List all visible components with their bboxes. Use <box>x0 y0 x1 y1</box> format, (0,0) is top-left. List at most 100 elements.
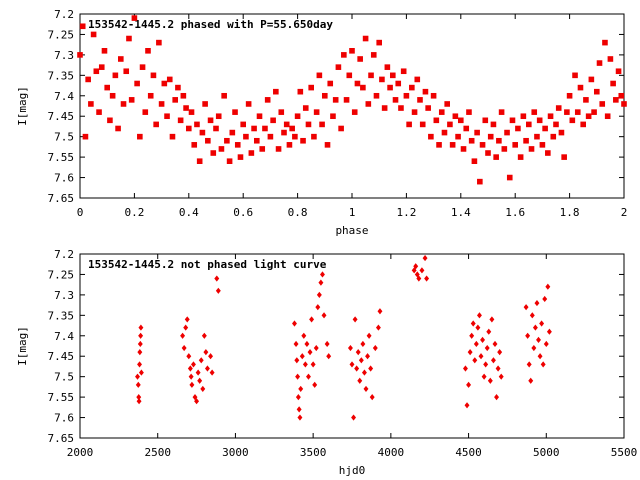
x-tick-label: 0.8 <box>288 206 308 219</box>
data-point <box>463 125 470 132</box>
data-point <box>292 133 298 140</box>
data-point <box>358 357 364 364</box>
data-point <box>267 133 274 140</box>
data-point <box>316 72 323 79</box>
data-point <box>496 137 502 144</box>
data-point <box>352 316 358 323</box>
data-point <box>243 133 249 140</box>
data-point <box>210 150 217 156</box>
data-point <box>183 105 189 111</box>
data-point <box>166 76 173 83</box>
y-tick-label: 7.35 <box>48 69 75 82</box>
data-point <box>270 117 276 124</box>
data-point <box>566 92 573 99</box>
data-point <box>494 394 500 401</box>
data-point <box>137 349 143 356</box>
data-point <box>416 275 422 282</box>
data-point <box>201 332 207 339</box>
data-point <box>517 154 524 160</box>
data-point <box>134 80 140 87</box>
data-point <box>550 133 557 140</box>
data-point <box>191 142 198 148</box>
data-point <box>77 52 83 58</box>
data-point <box>532 324 538 331</box>
data-point <box>327 80 334 87</box>
data-point <box>302 361 308 368</box>
data-point <box>88 101 94 107</box>
data-point <box>313 109 320 115</box>
data-point <box>400 68 407 75</box>
data-point <box>214 275 220 282</box>
data-point <box>275 146 282 152</box>
data-point <box>422 88 429 95</box>
data-point <box>304 340 310 348</box>
y-tick-label: 7.45 <box>48 110 75 123</box>
data-point <box>547 113 554 120</box>
data-point <box>156 39 162 46</box>
data-point <box>425 105 431 111</box>
data-point <box>194 398 200 405</box>
data-point <box>224 137 230 144</box>
data-point <box>419 267 425 274</box>
data-point <box>164 113 170 120</box>
data-point <box>338 125 344 132</box>
data-point <box>424 275 430 282</box>
data-point <box>475 324 481 331</box>
data-point <box>564 109 570 115</box>
data-point <box>509 117 516 124</box>
data-point <box>213 125 219 132</box>
data-point <box>467 349 473 356</box>
data-point <box>417 97 423 103</box>
data-point <box>107 117 113 124</box>
data-point <box>307 349 313 356</box>
data-point <box>240 121 247 128</box>
x-tick-label: 3500 <box>300 446 327 459</box>
data-point <box>368 365 374 372</box>
data-point <box>259 146 266 152</box>
data-point <box>482 117 489 124</box>
data-point <box>188 109 195 115</box>
data-point <box>529 312 535 319</box>
plot-frame <box>79 253 625 439</box>
data-point <box>493 154 499 160</box>
data-point <box>158 101 165 107</box>
x-tick-label: 1.4 <box>451 206 471 219</box>
data-point <box>135 373 140 380</box>
data-point <box>332 97 339 103</box>
data-point <box>384 64 391 70</box>
data-point <box>177 117 184 124</box>
data-point <box>273 88 279 95</box>
data-point <box>187 365 193 372</box>
y-tick-label: 7.55 <box>48 151 75 164</box>
x-tick-label: 0.2 <box>124 206 144 219</box>
data-point <box>324 142 331 148</box>
data-point <box>498 109 505 115</box>
data-point <box>537 353 543 360</box>
data-point <box>419 121 426 128</box>
data-point <box>138 324 144 331</box>
data-point <box>588 76 595 83</box>
data-point <box>403 92 410 99</box>
y-tick-label: 7.2 <box>54 248 74 261</box>
data-point <box>460 146 467 152</box>
unphased-light-curve-panel: 2000 2500 3000 3500 4000 4500 5000 5500 7.2 7.25 7… <box>16 248 637 477</box>
data-point <box>98 64 105 70</box>
data-point <box>512 142 518 148</box>
data-point <box>472 357 478 364</box>
y-tick-label: 7.65 <box>48 192 75 205</box>
y-tick-label: 7.2 <box>54 8 74 21</box>
data-point <box>355 349 361 356</box>
data-point <box>315 304 321 311</box>
chart-title: 153542-1445.2 phased with P=55.650day <box>88 18 333 31</box>
data-point <box>389 72 396 79</box>
data-point <box>526 361 532 368</box>
y-tick-label: 7.6 <box>54 172 74 185</box>
data-point <box>357 377 363 384</box>
x-tick-label: 0 <box>77 206 84 219</box>
data-point <box>543 340 549 348</box>
data-point <box>205 137 211 144</box>
y-axis-label: I[mag] <box>16 326 29 366</box>
y-tick-label: 7.4 <box>54 90 74 103</box>
data-point <box>545 150 551 156</box>
data-point <box>487 377 493 384</box>
